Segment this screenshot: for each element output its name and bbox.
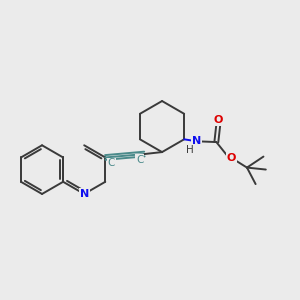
Text: O: O	[214, 116, 223, 125]
Text: C: C	[136, 155, 143, 165]
Text: C: C	[107, 158, 115, 168]
Text: O: O	[226, 153, 236, 163]
Text: N: N	[80, 189, 89, 199]
Text: H: H	[186, 145, 194, 155]
Text: N: N	[192, 136, 201, 146]
